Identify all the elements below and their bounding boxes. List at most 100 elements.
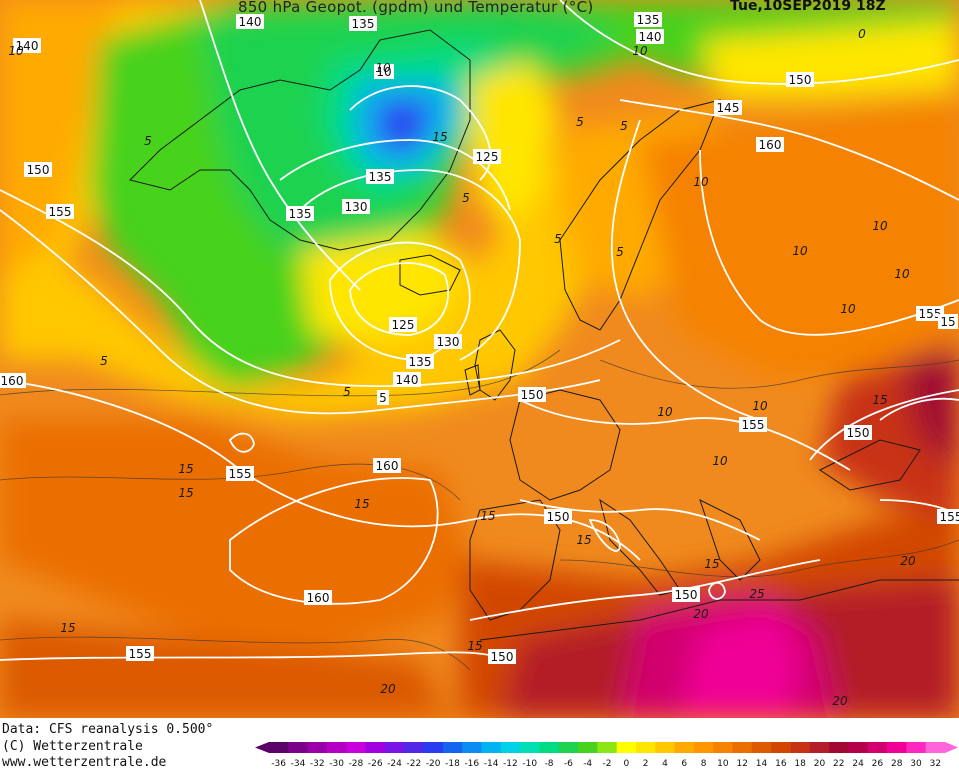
temperature-label: 5 (616, 245, 624, 259)
isohypse-label: 155 (919, 307, 942, 321)
balkan-coast (699, 499, 761, 581)
temperature-label: 0 (858, 27, 866, 41)
temperature-label: 10 (693, 175, 709, 189)
legend-swatch (462, 742, 482, 753)
legend-swatch (423, 742, 444, 753)
legend-swatch (809, 742, 830, 753)
isohypse-label: 15 (940, 315, 955, 329)
isohypse-label: 160 (759, 138, 782, 152)
legend-swatch (674, 742, 695, 753)
isohypse-label: 160 (307, 591, 330, 605)
temperature-label: 15 (178, 486, 193, 500)
isohypse-label-box (544, 509, 572, 524)
ireland-coast (464, 364, 481, 396)
isohypse-label: 140 (639, 30, 662, 44)
temperature-label: 10 (894, 267, 910, 281)
legend-tick-label: 16 (775, 759, 787, 769)
temperature-label: 5 (462, 191, 470, 205)
isohypse-label-box (0, 373, 26, 388)
isohypse-label-box (714, 100, 742, 115)
legend-tick-label: 8 (701, 759, 707, 769)
legend-tick-label: 0 (623, 759, 629, 769)
legend-arrow-right (945, 742, 958, 753)
isohypse-label: 155 (129, 647, 152, 661)
legend-swatch (481, 742, 502, 753)
weather-map: 140 135 135 140 140 150 145 150 155 160 155 10 135 13… (0, 0, 959, 718)
legend-tick-label: 12 (736, 759, 747, 769)
legend-tick-label: -10 (522, 759, 537, 769)
isohypse-label: 140 (16, 39, 39, 53)
isohypse-label-box (304, 590, 332, 605)
legend-swatch (655, 742, 676, 753)
legend-tick-label: 2 (643, 759, 649, 769)
temperature-label: 15 (432, 130, 447, 144)
website-text: www.wetterzentrale.de (2, 755, 167, 770)
legend-swatch (751, 742, 772, 753)
temperature-label: 15 (354, 497, 369, 511)
legend-tick-label: -4 (583, 759, 592, 769)
legend-swatch (404, 742, 425, 753)
legend-swatch (887, 742, 907, 753)
isohypse-label: 150 (847, 426, 870, 440)
isohypse-label-box (937, 509, 959, 524)
legend-swatch (906, 742, 927, 753)
isohypse-labels: 140 135 1351401401501451501551601551013513… (0, 12, 959, 664)
isohypse-label-box (672, 587, 700, 602)
britain-coast (474, 329, 516, 401)
legend-tick-label: 30 (910, 759, 922, 769)
legend-swatch (771, 742, 791, 753)
isohypse-label-box (377, 390, 389, 405)
legend-tick-label: 24 (852, 759, 864, 769)
legend-tick-label: -30 (329, 759, 344, 769)
temperature-label: 10 (872, 219, 888, 233)
temperature-label: 10 (657, 405, 673, 419)
isohypse-label-box (236, 14, 264, 29)
isohypse-label-box (473, 149, 501, 164)
isohypse-label: 135 (369, 170, 392, 184)
isohypse-label-box (393, 372, 421, 387)
isohypse-label: 150 (491, 650, 514, 664)
legend-tick-label: 10 (717, 759, 729, 769)
color-legend: -36 -34 -32 -30 -28 -26 -24 -22 -20 -18 -16 -14 -12-… (255, 742, 958, 769)
temperature-label: 10 (8, 44, 24, 58)
legend-tick-label: -18 (445, 759, 460, 769)
isohypse-label: 160 (1, 374, 24, 388)
legend-tick-label: 4 (662, 759, 668, 769)
isohypse-label: 140 (396, 373, 419, 387)
isohypse-label: 135 (352, 17, 375, 31)
temperature-label: 10 (375, 61, 391, 75)
isohypse-label: 125 (392, 318, 415, 332)
legend-tick-label: 14 (756, 759, 768, 769)
legend-swatch (269, 742, 289, 753)
legend-tick-label: -34 (291, 759, 306, 769)
italy-coast (599, 498, 681, 596)
copyright-text: (C) Wetterzentrale (2, 739, 143, 754)
isohypse-label-box (434, 334, 462, 349)
legend-swatch (539, 742, 560, 753)
isohypse-label: 155 (229, 467, 252, 481)
legend-swatch (346, 742, 367, 753)
isohypse-label-box (373, 458, 401, 473)
legend-swatch (635, 742, 656, 753)
temperature-label: 15 (704, 557, 719, 571)
isohypse-label-box (634, 12, 662, 27)
temperature-label: 20 (832, 694, 848, 708)
isohypse-label-box (226, 466, 254, 481)
isohypse-label: 155 (940, 510, 959, 524)
isohypse-label-box (938, 314, 958, 329)
legend-swatch (848, 742, 869, 753)
isohypse-label-box (636, 29, 664, 44)
map-title: 850 hPa Geopot. (gpdm) und Temperatur (°… (238, 0, 594, 16)
isohypse-label: 150 (675, 588, 698, 602)
isohypse-label: 125 (476, 150, 499, 164)
legend-swatch (578, 742, 598, 753)
legend-swatch (442, 742, 463, 753)
temperature-label: 5 (144, 134, 152, 148)
isohypse-label-box (844, 425, 872, 440)
legend-arrow-left (255, 742, 269, 753)
isohypse-label: 135 (409, 355, 432, 369)
iceland-coast (399, 254, 461, 296)
isohypse-label: 150 (789, 73, 812, 87)
legend-swatch (925, 742, 946, 753)
isohypse-label-box (488, 649, 516, 664)
